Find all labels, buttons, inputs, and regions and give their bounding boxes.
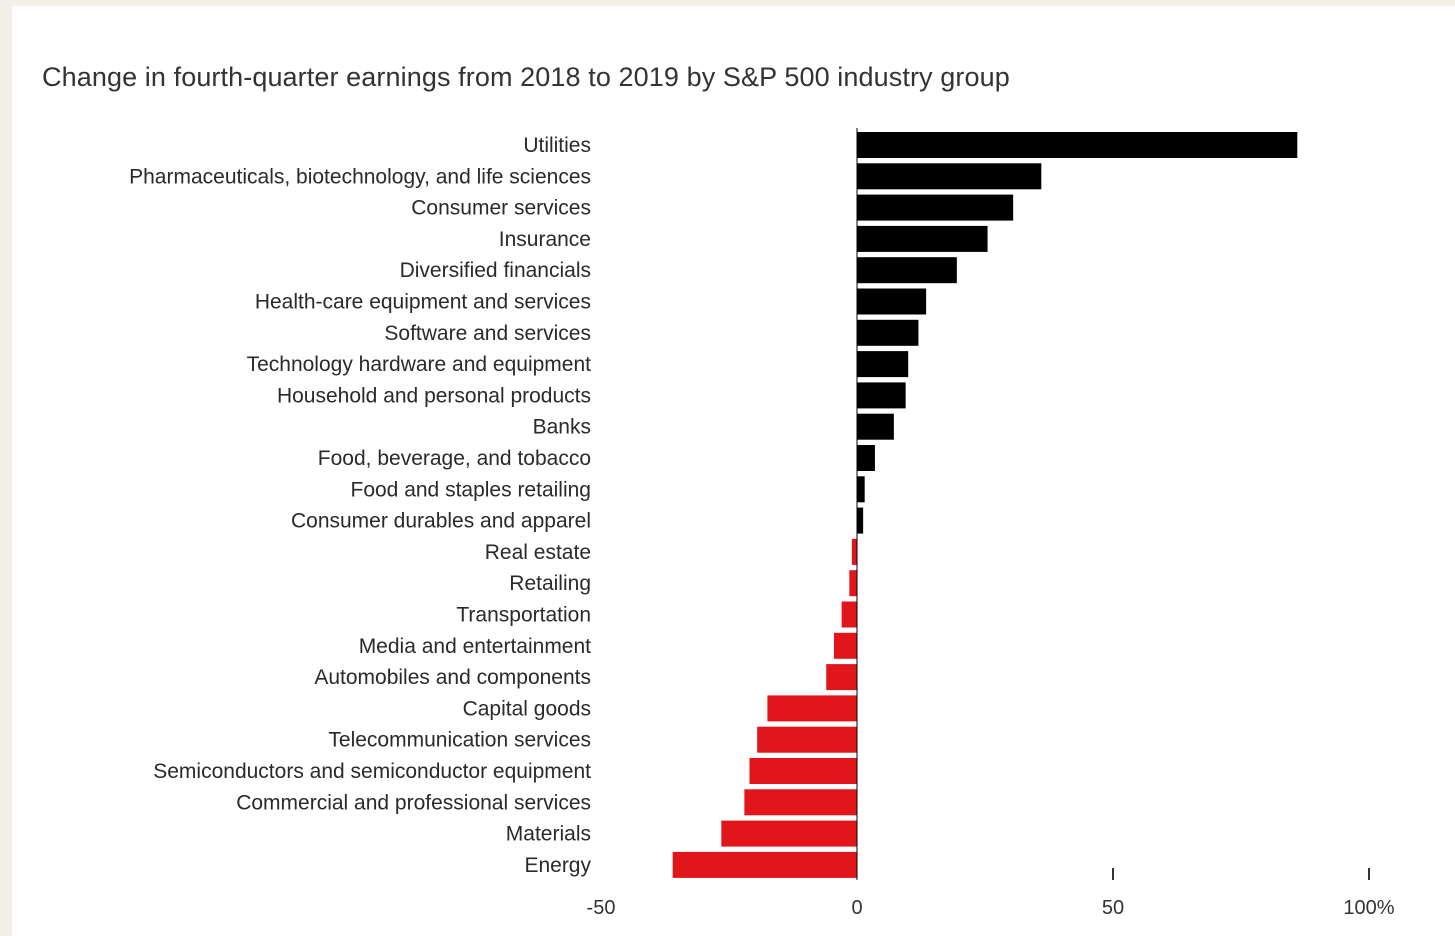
bar-18 bbox=[767, 695, 857, 722]
category-label: Diversified financials bbox=[400, 259, 591, 282]
category-label: Semiconductors and semiconductor equipme… bbox=[153, 760, 591, 783]
chart-panel bbox=[12, 6, 1455, 936]
bar-19 bbox=[757, 726, 857, 753]
bar-12 bbox=[857, 507, 864, 534]
bars-group bbox=[672, 128, 1298, 880]
x-tick-label: 100% bbox=[1343, 897, 1394, 919]
bar-15 bbox=[841, 601, 857, 628]
bar-20 bbox=[749, 758, 857, 784]
bar-16 bbox=[833, 632, 857, 659]
category-label: Utilities bbox=[523, 134, 591, 157]
category-label: Pharmaceuticals, biotechnology, and life… bbox=[129, 165, 591, 188]
category-label: Media and entertainment bbox=[359, 635, 591, 658]
x-tick-label: 50 bbox=[1102, 897, 1124, 919]
category-label: Retailing bbox=[509, 572, 591, 595]
bar-3 bbox=[857, 225, 988, 252]
category-label: Capital goods bbox=[463, 697, 591, 720]
x-tick-label: 0 bbox=[851, 897, 862, 919]
bar-23 bbox=[672, 851, 857, 878]
category-label: Insurance bbox=[499, 228, 591, 251]
bar-7 bbox=[857, 351, 909, 378]
bar-4 bbox=[857, 257, 957, 284]
category-label: Consumer durables and apparel bbox=[291, 510, 591, 533]
bar-5 bbox=[857, 288, 927, 315]
bar-2 bbox=[857, 194, 1014, 221]
bar-8 bbox=[857, 382, 906, 409]
category-label: Materials bbox=[506, 823, 591, 846]
bar-22 bbox=[721, 820, 857, 847]
bar-13 bbox=[851, 538, 857, 565]
category-label: Telecommunication services bbox=[328, 729, 591, 752]
category-label: Household and personal products bbox=[277, 384, 591, 407]
chart-title: Change in fourth-quarter earnings from 2… bbox=[42, 62, 1010, 92]
category-labels: Utilities Pharmaceuticals, biotechnology,… bbox=[129, 134, 591, 877]
category-label: Health-care equipment and services bbox=[255, 291, 591, 314]
bar-9 bbox=[857, 413, 894, 440]
category-label: Software and services bbox=[384, 322, 591, 345]
bar-11 bbox=[857, 476, 865, 503]
category-label: Energy bbox=[524, 854, 591, 877]
bar-17 bbox=[826, 664, 857, 691]
category-label: Automobiles and components bbox=[314, 666, 591, 689]
category-label: Real estate bbox=[485, 541, 591, 564]
bar-14 bbox=[849, 570, 857, 597]
category-label: Food, beverage, and tobacco bbox=[318, 447, 591, 470]
x-axis: -50 0 50 100% bbox=[587, 868, 1395, 919]
bar-21 bbox=[744, 789, 857, 816]
category-label: Transportation bbox=[456, 604, 591, 627]
bar-6 bbox=[857, 319, 919, 346]
category-label: Technology hardware and equipment bbox=[247, 353, 592, 376]
category-label: Consumer services bbox=[411, 197, 591, 220]
category-label: Commercial and professional services bbox=[236, 791, 591, 814]
category-label: Banks bbox=[533, 416, 591, 439]
category-label: Food and staples retailing bbox=[351, 478, 592, 501]
bar-1 bbox=[857, 163, 1042, 190]
bar-10 bbox=[857, 445, 875, 471]
x-tick-label: -50 bbox=[587, 897, 616, 919]
bar-0 bbox=[857, 132, 1298, 158]
